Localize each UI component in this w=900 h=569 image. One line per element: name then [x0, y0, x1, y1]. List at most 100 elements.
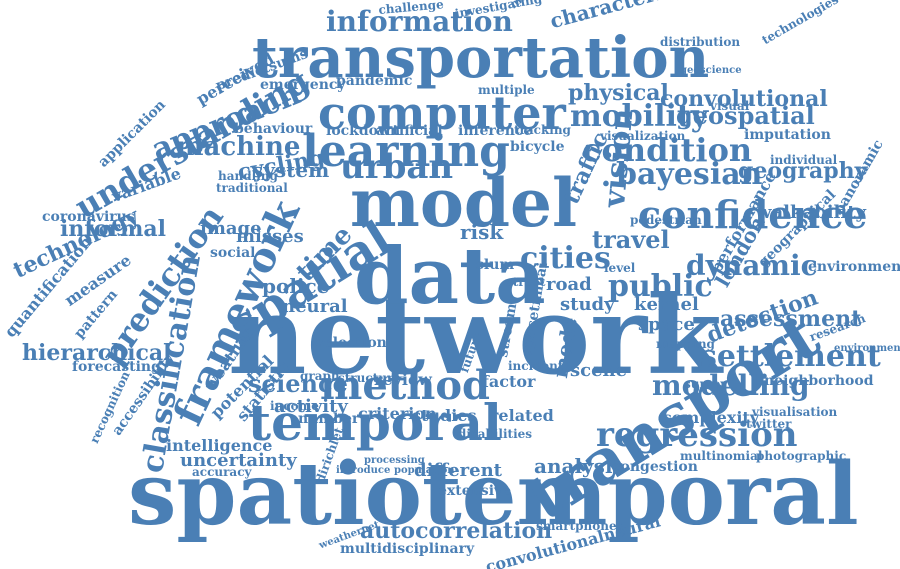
cloud-word-pedestrian: pedestrian: [630, 213, 702, 227]
cloud-word-multidisciplinary: multidisciplinary: [340, 541, 475, 557]
cloud-word-machine: machine: [176, 132, 301, 162]
cloud-word-neighborhood: neighborhood: [764, 373, 874, 389]
cloud-word-handling: handling: [218, 169, 278, 183]
cloud-word-regression: regression: [596, 415, 798, 455]
cloud-word-uncertainty: uncertainty: [180, 450, 297, 471]
cloud-word-graph: graph: [300, 369, 340, 383]
cloud-word-geography: geography: [738, 158, 868, 184]
cloud-word-physical: physical: [568, 80, 669, 106]
cloud-word-income: income: [270, 399, 319, 413]
cloud-word-intelligence: intelligence: [166, 436, 273, 455]
cloud-word-pandemic: pandemic: [336, 73, 413, 89]
cloud-word-factor: factor: [482, 372, 536, 391]
cloud-word-multinomial: multinomial: [680, 449, 763, 463]
cloud-word-slum: slum: [476, 257, 515, 273]
cloud-word-technologies: technologies: [759, 0, 841, 48]
cloud-word-dynamic: dynamic: [686, 249, 818, 282]
cloud-word-different: different: [414, 460, 502, 481]
cloud-word-street: street: [506, 275, 546, 289]
cloud-word-tracking: tracking: [514, 123, 571, 137]
cloud-word-mobility: mobility: [570, 99, 709, 134]
cloud-word-structure: structure: [338, 371, 401, 385]
cloud-word-smartphones: smartphones: [536, 519, 624, 533]
cloud-word-model: model: [350, 164, 578, 242]
cloud-word-computer: computer: [318, 86, 566, 140]
cloud-word-visualisation: visualisation: [752, 405, 838, 419]
cloud-word-image: image: [200, 218, 262, 239]
cloud-word-twitter: twitter: [746, 417, 792, 431]
cloud-word-walkability: walkability: [756, 202, 867, 223]
cloud-word-data: data: [354, 231, 546, 322]
cloud-word-inference: inference: [458, 123, 533, 139]
cloud-word-analysis: analysis: [534, 454, 624, 478]
cloud-word-introduce: introduce: [336, 465, 391, 476]
cloud-word-confidence: confidence: [638, 192, 868, 237]
cloud-word-assessment: assessment: [720, 306, 862, 332]
cloud-word-accuracy: accuracy: [192, 465, 252, 479]
cloud-word-environmental: environmental: [834, 343, 900, 354]
cloud-word-risk: risk: [460, 220, 504, 244]
cloud-word-travel: travel: [592, 225, 670, 254]
cloud-word-visualization: visualization: [600, 129, 686, 143]
cloud-word-photographic: photographic: [756, 449, 847, 463]
cloud-word-science: science: [248, 369, 348, 398]
cloud-word-urban: urban: [340, 147, 454, 187]
cloud-word-system: system: [252, 158, 330, 182]
cloud-word-social: social: [210, 245, 256, 261]
cloud-word-environment: environment: [808, 259, 900, 275]
cloud-word-neural: neural: [282, 296, 348, 317]
cloud-word-complexity: complexity: [662, 408, 760, 427]
cloud-word-disabilities: disabilities: [458, 427, 533, 441]
cloud-word-scene: scene: [570, 360, 628, 381]
cloud-word-criterion: criterion: [358, 404, 437, 423]
cloud-word-public: public: [608, 269, 713, 304]
cloud-word-condition: condition: [582, 131, 753, 169]
cloud-word-informal: informal: [60, 216, 166, 242]
cloud-word-geoscience: geoscience: [680, 65, 742, 76]
cloud-word-incident: incident: [508, 359, 564, 373]
cloud-word-spatiotemporal: spatiotemporal: [128, 444, 859, 545]
cloud-word-cities: cities: [520, 241, 611, 276]
cloud-word-space: space: [638, 314, 695, 335]
cloud-word-extensive: extensive: [438, 483, 512, 499]
cloud-word-mapping: mapping: [656, 337, 715, 351]
cloud-word-temporal: temporal: [248, 393, 502, 452]
cloud-word-hierarchical: hierarchical: [22, 340, 172, 366]
cloud-word-behaviour: behaviour: [234, 121, 313, 137]
cloud-word-learning: learning: [302, 126, 510, 177]
cloud-word-bayesian: bayesian: [616, 157, 763, 192]
cloud-word-distribution: distribution: [660, 35, 741, 49]
cloud-word-settlement: settlement: [700, 339, 881, 374]
cloud-word-visual: visual: [710, 99, 750, 113]
cloud-word-review: review: [374, 370, 432, 389]
cloud-word-method: method: [320, 362, 490, 409]
cloud-word-population: population: [394, 465, 455, 476]
cloud-word-road: road: [546, 274, 592, 295]
cloud-word-traditional: traditional: [216, 181, 288, 195]
cloud-word-modelling: modelling: [652, 369, 810, 402]
cloud-word-emergency: emergency: [260, 77, 346, 93]
cloud-word-survey: survey: [684, 377, 728, 391]
cloud-word-multiple: multiple: [478, 83, 535, 97]
cloud-word-geospatial: geospatial: [676, 101, 815, 130]
cloud-word-studies: studies: [412, 406, 477, 425]
cloud-word-individual: individual: [770, 153, 838, 167]
cloud-word-information: information: [326, 5, 513, 38]
cloud-word-selection: selection: [316, 335, 387, 351]
cloud-word-network: network: [228, 273, 722, 399]
cloud-word-level: level: [604, 261, 636, 275]
cloud-word-related: related: [490, 406, 554, 425]
cloud-word-lockdown: lockdown: [326, 123, 401, 139]
cloud-word-transportation: transportation: [252, 25, 710, 91]
cloud-word-convolutional: convolutional: [660, 86, 828, 112]
cloud-word-number: number: [298, 411, 360, 427]
cloud-word-processing: processing: [364, 455, 425, 466]
cloud-word-autocorrelation: autocorrelation: [360, 518, 553, 544]
cloud-word-kernel: kernel: [634, 294, 699, 315]
cloud-word-vision: vision: [597, 107, 641, 209]
cloud-word-imputation: imputation: [744, 127, 831, 143]
cloud-word-activity: activity: [274, 396, 348, 417]
cloud-word-forecasting: forecasting: [72, 359, 161, 375]
cloud-word-police: police: [262, 274, 330, 298]
